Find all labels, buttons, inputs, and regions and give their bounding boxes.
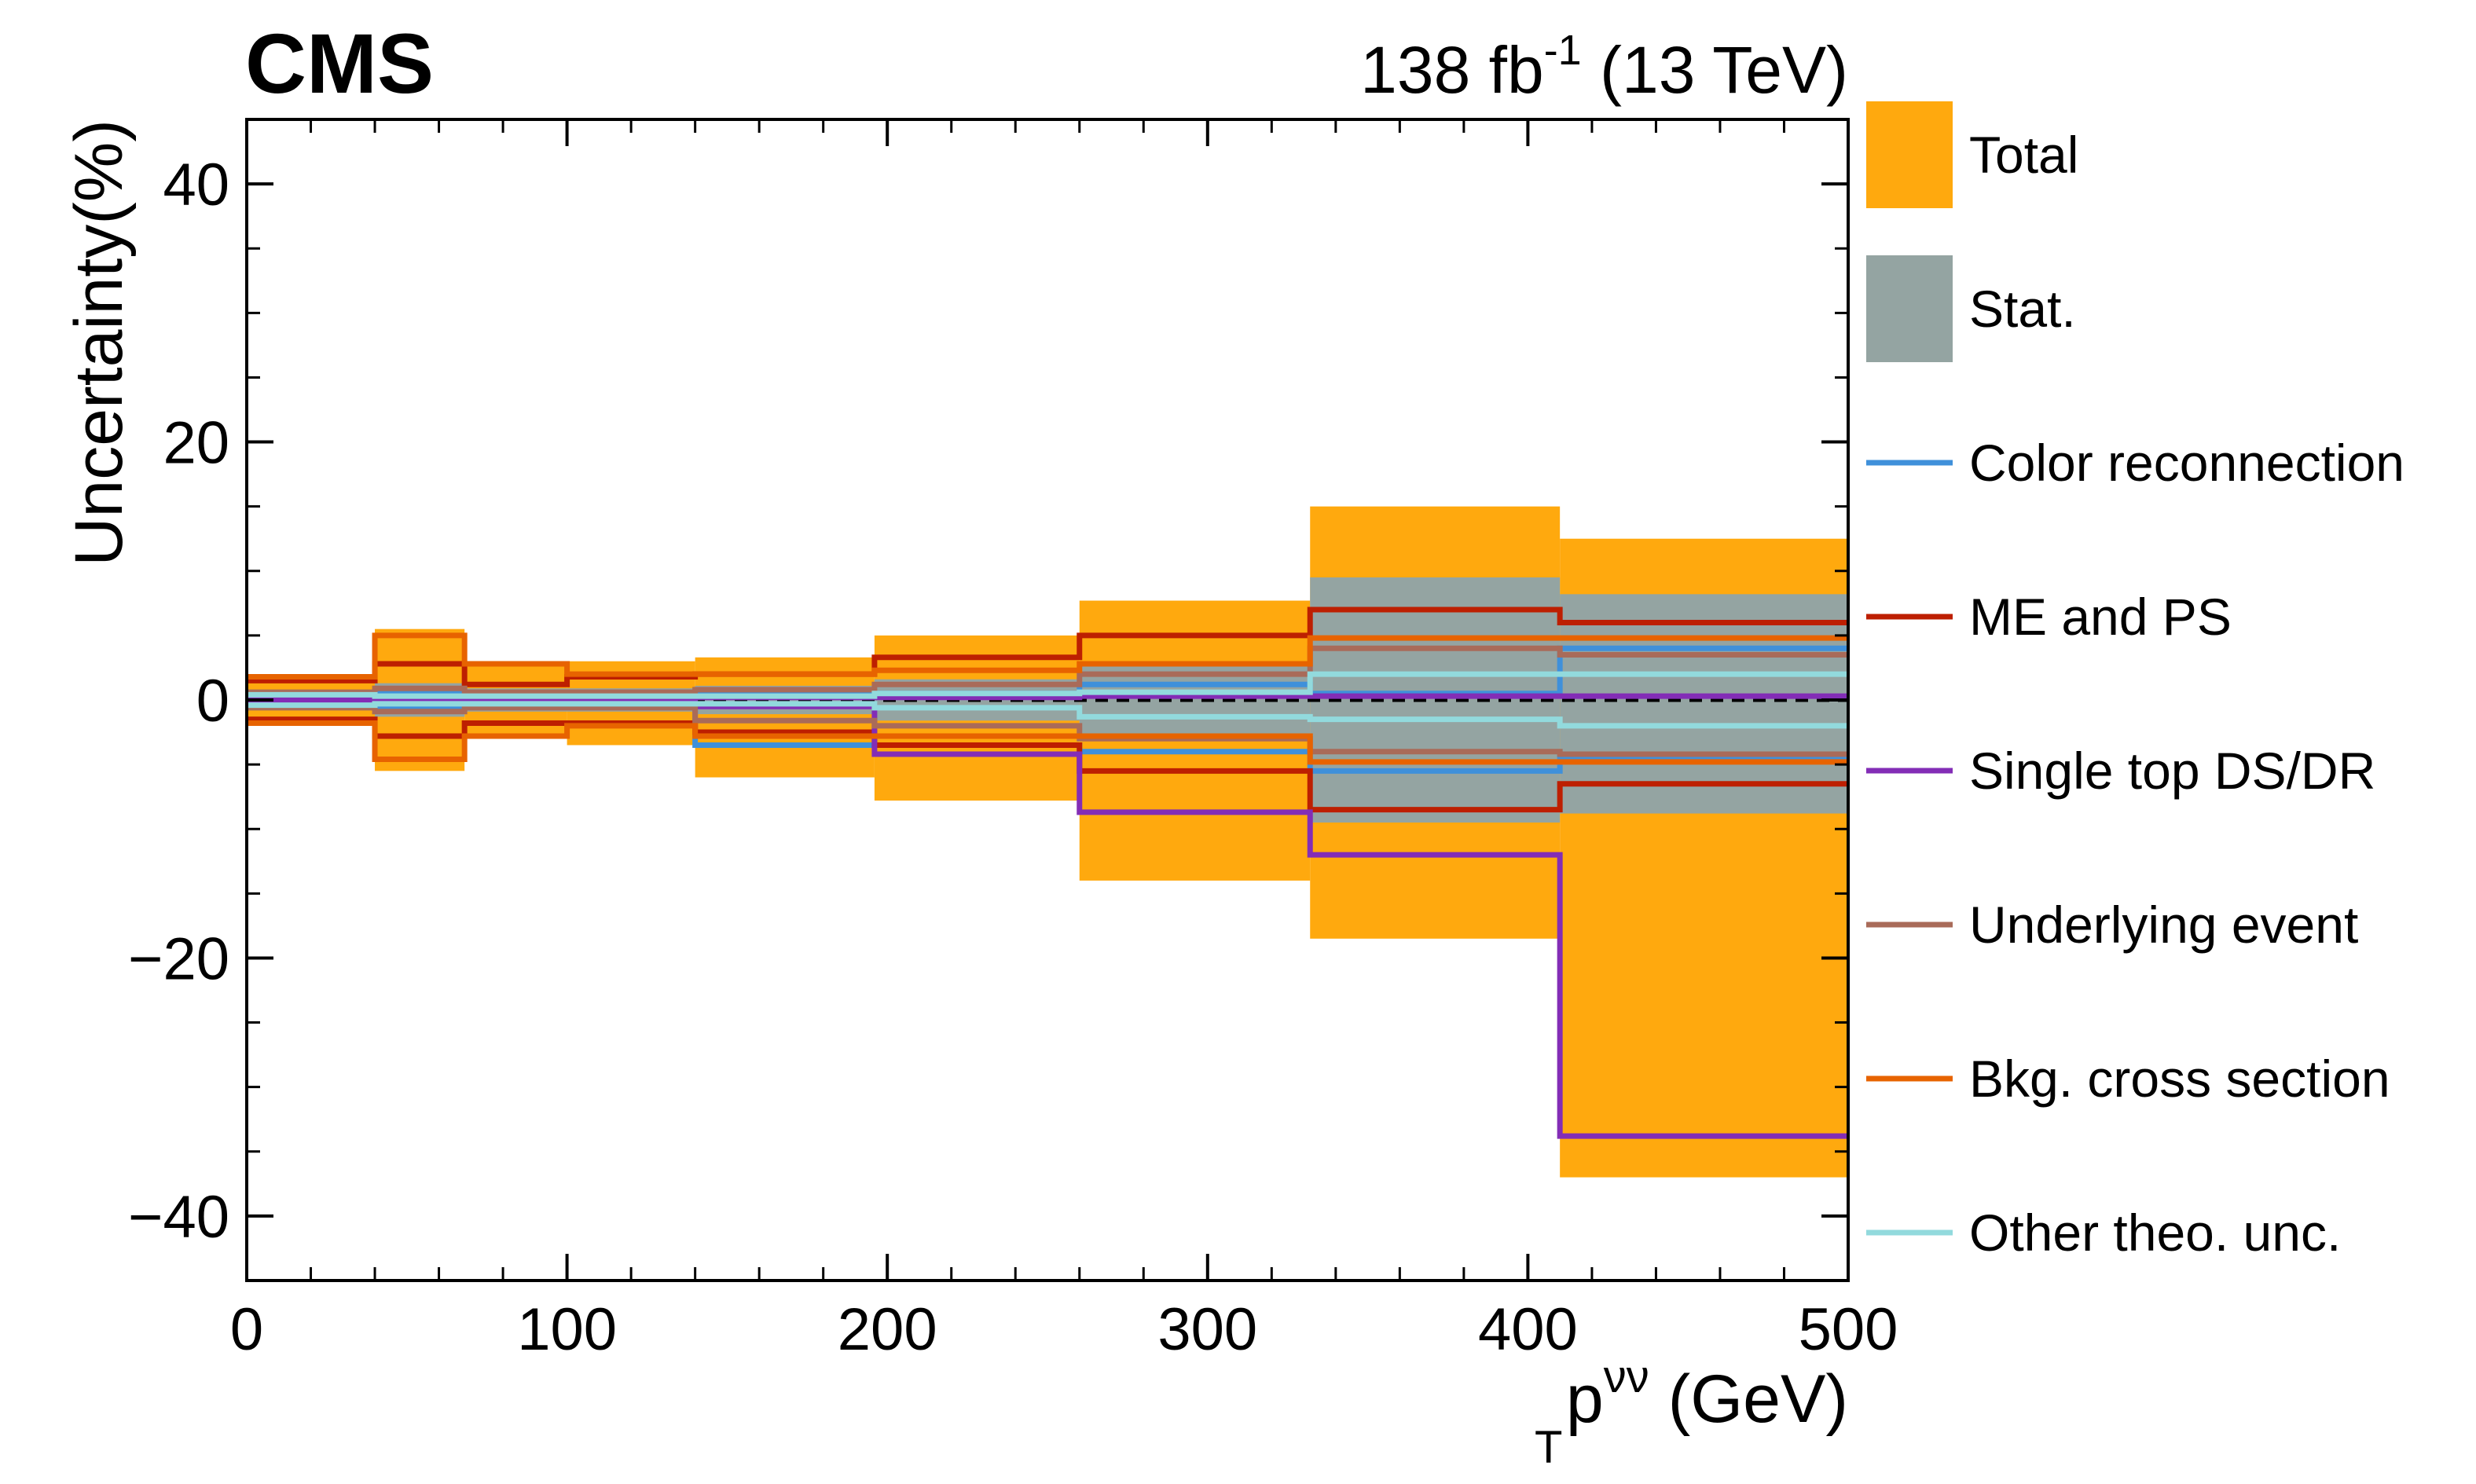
- underlying-event-up-line: [247, 645, 1848, 695]
- legend-label-single-top-ds-dr: Single top DS/DR: [1969, 742, 2375, 800]
- x-tick-label: 300: [1157, 1296, 1257, 1363]
- y-axis-title: Uncertainty(%): [61, 119, 137, 566]
- bkg-cross-section-down-line: [247, 720, 1848, 765]
- legend-swatch-stat: [1866, 255, 1953, 362]
- y-tick-label: 0: [196, 668, 229, 735]
- bkg-cross-section-up-line: [247, 632, 1848, 680]
- y-tick-label: 20: [163, 410, 229, 477]
- legend-label-other-theo-unc: Other theo. unc.: [1969, 1204, 2341, 1262]
- legend-label-color-reconnection: Color reconnection: [1969, 434, 2404, 492]
- legend-label-me-and-ps: ME and PS: [1969, 588, 2232, 646]
- legend-swatch-total: [1866, 101, 1953, 208]
- uncertainty-series: [247, 606, 1848, 1139]
- total-band-bin: [695, 657, 875, 778]
- axes: 0 100 200 300 400 500 −40 −20 0 20 40: [128, 118, 1898, 1363]
- legend-label-bkg-cross-section: Bkg. cross section: [1969, 1050, 2390, 1108]
- other-theo-unc-up-line: [247, 671, 1848, 699]
- y-tick-label: −40: [128, 1184, 229, 1251]
- legend-label-underlying-event: Underlying event: [1969, 896, 2358, 954]
- y-tick-label: 40: [163, 152, 229, 218]
- legend: Total Stat. Color reconnection ME and PS Sin…: [1866, 101, 2404, 1262]
- x-tick-label: 100: [517, 1296, 617, 1363]
- other-theo-unc-down-line: [247, 701, 1848, 729]
- legend-label-total: Total: [1969, 126, 2078, 184]
- x-tick-label: 0: [230, 1296, 263, 1363]
- underlying-event-down-line: [247, 705, 1848, 757]
- uncertainty-bands: [247, 506, 1848, 1178]
- x-tick-label: 200: [838, 1296, 937, 1363]
- luminosity-label: 138 fb-1 (13 TeV): [1360, 27, 1848, 107]
- y-tick-label: −20: [128, 925, 229, 992]
- x-tick-label: 400: [1478, 1296, 1578, 1363]
- stat-band-bin: [1560, 594, 1848, 814]
- x-tick-label: 500: [1799, 1296, 1898, 1363]
- x-axis-title-subscript: T: [1535, 1422, 1562, 1473]
- experiment-label: CMS: [245, 16, 434, 111]
- legend-label-stat: Stat.: [1969, 280, 2076, 338]
- x-axis-title: pνν (GeV): [1566, 1332, 1848, 1437]
